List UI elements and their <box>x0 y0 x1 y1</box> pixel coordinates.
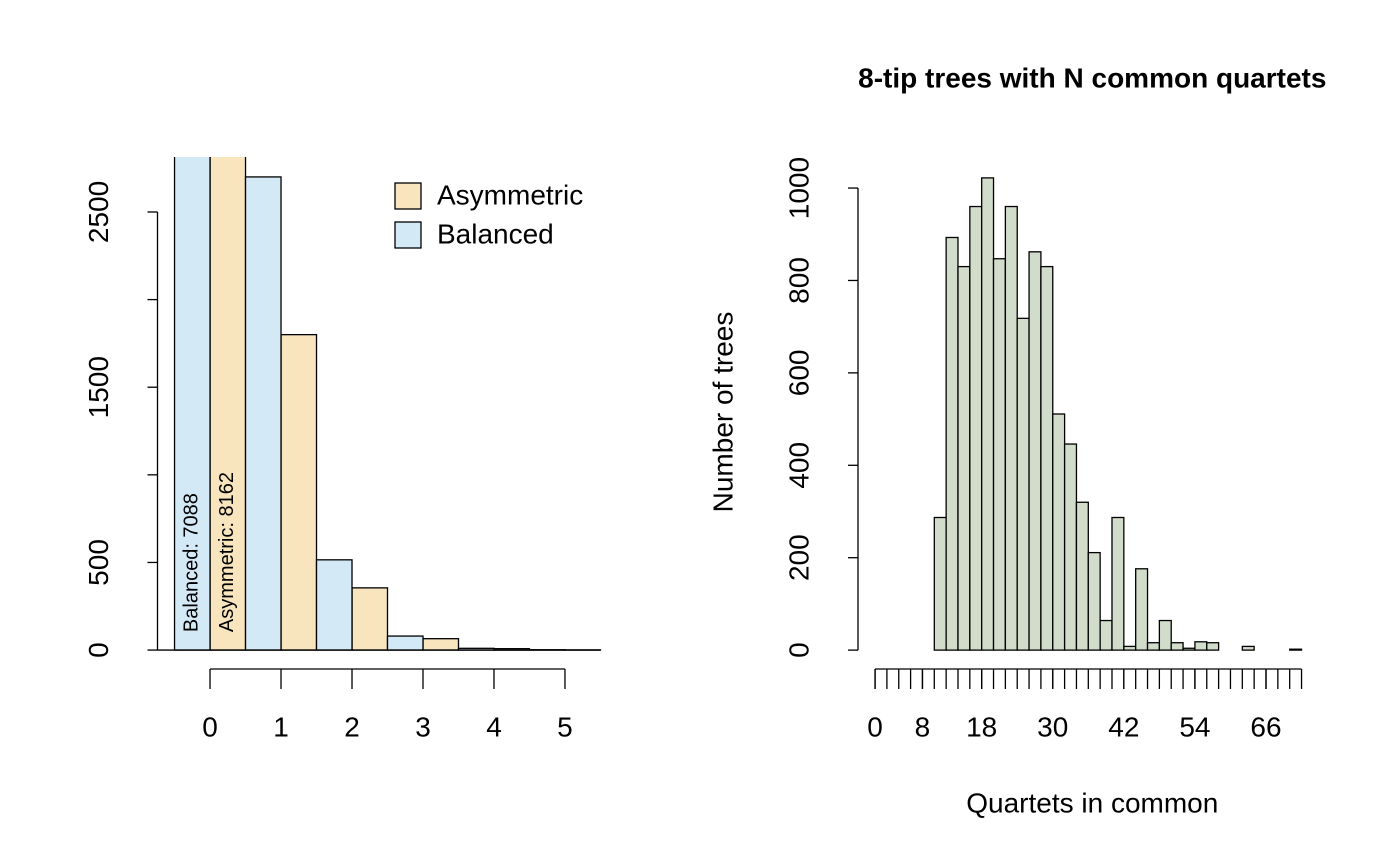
bar <box>1135 568 1149 651</box>
y-axis-label: Number of trees <box>707 312 738 513</box>
x-tick-label: 30 <box>1037 711 1068 742</box>
y-tick-label: 600 <box>783 350 814 397</box>
y-tick-label: 1000 <box>783 157 814 219</box>
bar <box>1052 413 1066 651</box>
y-tick-label: 0 <box>783 642 814 658</box>
bar <box>945 236 959 651</box>
y-tick-label: 1500 <box>83 356 114 418</box>
bar <box>244 176 282 651</box>
bar <box>1170 642 1184 651</box>
bar <box>933 516 947 651</box>
bar <box>1075 501 1089 651</box>
bar <box>1146 642 1161 651</box>
legend-label: Asymmetric <box>437 179 583 210</box>
bar <box>1182 647 1196 651</box>
bar <box>1241 645 1255 651</box>
bar <box>957 265 971 651</box>
bar <box>1099 619 1113 651</box>
x-tick-label: 0 <box>867 711 883 742</box>
bar <box>1087 551 1101 651</box>
y-tick-label: 400 <box>783 442 814 489</box>
x-tick-label: 2 <box>344 711 360 742</box>
bar <box>1206 642 1220 651</box>
y-tick-label: 200 <box>783 534 814 581</box>
bar <box>315 559 353 651</box>
bar <box>386 635 424 651</box>
x-tick-label: 66 <box>1250 711 1281 742</box>
bar <box>1040 265 1054 651</box>
bar <box>1111 516 1125 651</box>
bar <box>1194 641 1208 651</box>
bar <box>1158 619 1172 651</box>
bar <box>981 177 995 651</box>
x-tick-label: 5 <box>557 711 573 742</box>
x-axis-label: Quartets in common <box>966 787 1218 818</box>
bar <box>1004 205 1018 651</box>
x-tick-label: 54 <box>1179 711 1210 742</box>
x-tick-label: 18 <box>966 711 997 742</box>
y-tick-label: 0 <box>83 642 114 658</box>
bar <box>1063 443 1078 651</box>
bar <box>422 638 460 651</box>
bars <box>173 157 602 651</box>
value-label: Asymmetric: 8162 <box>216 472 238 632</box>
bar <box>1016 317 1030 651</box>
x-tick-label: 0 <box>202 711 218 742</box>
bar <box>1289 648 1303 651</box>
x-tick-label: 3 <box>415 711 431 742</box>
y-tick-label: 500 <box>83 539 114 586</box>
bar <box>969 205 983 651</box>
x-tick-label: 42 <box>1108 711 1139 742</box>
chart-title: 8-tip trees with N common quartets <box>858 62 1326 93</box>
x-tick-label: 8 <box>915 711 931 742</box>
x-tick-label: 1 <box>273 711 289 742</box>
legend-swatch <box>394 221 422 249</box>
bar <box>1028 251 1042 651</box>
y-tick-label: 800 <box>783 257 814 304</box>
bar <box>280 333 318 651</box>
bar <box>1123 645 1137 651</box>
x-tick-label: 4 <box>486 711 502 742</box>
bar <box>351 587 389 651</box>
legend-swatch <box>394 182 422 210</box>
bar <box>992 258 1007 651</box>
y-tick-label: 2500 <box>83 181 114 243</box>
legend-label: Balanced <box>437 218 554 249</box>
value-label: Balanced: 7088 <box>181 493 203 632</box>
